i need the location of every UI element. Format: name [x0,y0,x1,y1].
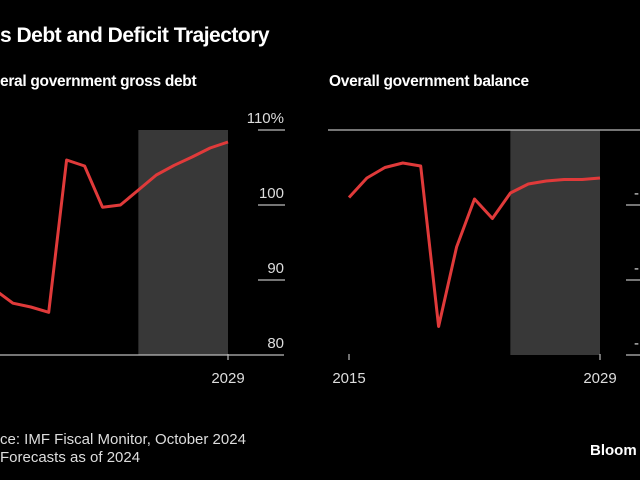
x-tick-label: 2029 [211,370,244,387]
y-tick-label: - [634,185,639,202]
y-tick-label: 100 [259,185,284,202]
chart-title: s Debt and Deficit Trajectory [0,24,270,47]
x-tick-label: 2029 [583,370,616,387]
debt-chart-title: eral government gross debt [0,73,197,90]
series-line [0,140,229,314]
y-tick-label: 90 [267,260,284,277]
forecast-band [510,130,600,355]
chart-panel-1: - -1 -1 2015 2029 [328,129,640,387]
y-tick-label: 110% [247,110,284,127]
forecast-band [138,130,228,355]
y-tick-label: 80 [267,335,284,352]
y-tick-label: -1 [634,260,640,277]
forecast-note: Forecasts as of 2024 [0,449,141,466]
source-note: ce: IMF Fiscal Monitor, October 2024 [0,431,246,448]
bloomberg-logo: Bloom [590,442,637,459]
y-tick-label: -1 [634,335,640,352]
balance-chart-title: Overall government balance [329,73,529,90]
x-tick-label: 2015 [332,370,365,387]
chart-panel-0: 80 90 100 110% 2029 [0,110,285,387]
